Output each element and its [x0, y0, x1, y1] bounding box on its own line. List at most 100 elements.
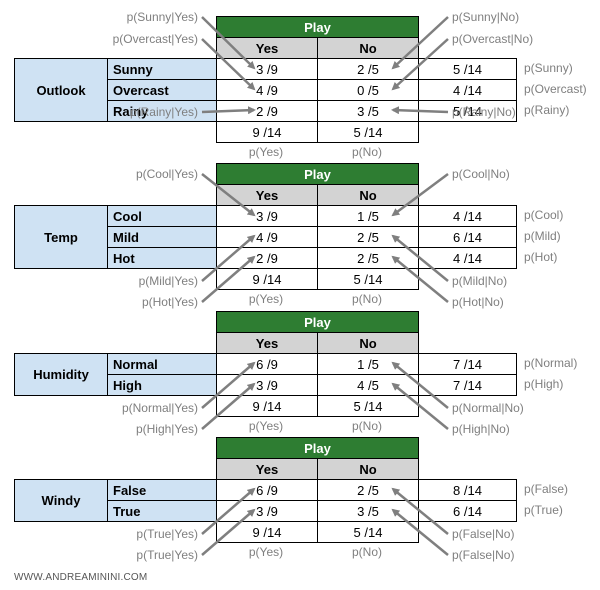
sum-no: 5 /14 — [317, 521, 419, 543]
column-header-no: No — [317, 184, 419, 206]
prior-probability-label: p(Overcast) — [524, 82, 587, 96]
count-total: 4 /14 — [418, 79, 517, 101]
sum-no: 5 /14 — [317, 121, 419, 143]
column-header-yes: Yes — [216, 37, 318, 59]
conditional-label-no: p(Sunny|No) — [452, 10, 520, 24]
sum-yes: 9 /14 — [216, 521, 318, 543]
conditional-label-yes: p(Sunny|Yes) — [126, 10, 198, 24]
conditional-label-no: p(Cool|No) — [452, 167, 510, 181]
count-yes: 3 /9 — [216, 205, 318, 227]
sum-yes: 9 /14 — [216, 121, 318, 143]
attribute-value: Cool — [107, 205, 217, 227]
conditional-label-yes: p(Rainy|Yes) — [129, 105, 198, 119]
count-yes: 4 /9 — [216, 79, 318, 101]
attribute-value: True — [107, 500, 217, 522]
prior-probability-label: p(Hot) — [524, 250, 558, 264]
p-no-label: p(No) — [351, 545, 382, 559]
conditional-label-yes: p(Mild|Yes) — [138, 274, 198, 288]
count-no: 1 /5 — [317, 353, 419, 375]
conditional-label-no: p(Normal|No) — [452, 401, 524, 415]
play-header: Play — [216, 437, 419, 459]
p-yes-label: p(Yes) — [248, 145, 284, 159]
prior-probability-label: p(Cool) — [524, 208, 564, 222]
prior-probability-label: p(True) — [524, 503, 563, 517]
conditional-label-yes: p(Hot|Yes) — [141, 295, 198, 309]
count-yes: 6 /9 — [216, 479, 318, 501]
conditional-label-yes: p(High|Yes) — [135, 422, 198, 436]
conditional-label-yes: p(Overcast|Yes) — [112, 32, 198, 46]
count-total: 6 /14 — [418, 226, 517, 248]
column-header-yes: Yes — [216, 332, 318, 354]
attribute-value: Hot — [107, 247, 217, 269]
prior-probability-label: p(False) — [524, 482, 569, 496]
p-no-label: p(No) — [351, 145, 382, 159]
column-header-yes: Yes — [216, 458, 318, 480]
conditional-label-yes: p(Cool|Yes) — [135, 167, 198, 181]
attribute-value: High — [107, 374, 217, 396]
count-total: 7 /14 — [418, 353, 517, 375]
count-total: 8 /14 — [418, 479, 517, 501]
count-total: 5 /14 — [418, 100, 517, 122]
watermark: WWW.ANDREAMININI.COM — [14, 572, 148, 583]
count-no: 4 /5 — [317, 374, 419, 396]
sum-no: 5 /14 — [317, 268, 419, 290]
conditional-label-no: p(Rainy|No) — [452, 105, 516, 119]
prior-probability-label: p(Normal) — [524, 356, 578, 370]
attribute-name: Temp — [14, 205, 108, 269]
count-total: 4 /14 — [418, 205, 517, 227]
conditional-label-no: p(False|No) — [452, 527, 515, 541]
conditional-label-yes: p(True|Yes) — [136, 527, 198, 541]
p-yes-label: p(Yes) — [248, 545, 284, 559]
p-no-label: p(No) — [351, 419, 382, 433]
p-no-label: p(No) — [351, 292, 382, 306]
count-no: 1 /5 — [317, 205, 419, 227]
count-no: 2 /5 — [317, 479, 419, 501]
sum-no: 5 /14 — [317, 395, 419, 417]
count-yes: 2 /9 — [216, 247, 318, 269]
attribute-name: Humidity — [14, 353, 108, 396]
column-header-no: No — [317, 458, 419, 480]
p-yes-label: p(Yes) — [248, 419, 284, 433]
count-total: 6 /14 — [418, 500, 517, 522]
count-yes: 6 /9 — [216, 353, 318, 375]
column-header-yes: Yes — [216, 184, 318, 206]
attribute-value: Mild — [107, 226, 217, 248]
attribute-value: Sunny — [107, 58, 217, 80]
p-yes-label: p(Yes) — [248, 292, 284, 306]
attribute-name: Windy — [14, 479, 108, 522]
prior-probability-label: p(Rainy) — [524, 103, 570, 117]
prior-probability-label: p(High) — [524, 377, 564, 391]
count-total: 7 /14 — [418, 374, 517, 396]
column-header-no: No — [317, 37, 419, 59]
count-yes: 4 /9 — [216, 226, 318, 248]
count-yes: 3 /9 — [216, 58, 318, 80]
conditional-label-no: p(False|No) — [452, 548, 515, 562]
sum-yes: 9 /14 — [216, 268, 318, 290]
conditional-label-yes: p(Normal|Yes) — [121, 401, 198, 415]
count-yes: 2 /9 — [216, 100, 318, 122]
attribute-value: Overcast — [107, 79, 217, 101]
count-yes: 3 /9 — [216, 374, 318, 396]
count-total: 5 /14 — [418, 58, 517, 80]
count-no: 3 /5 — [317, 500, 419, 522]
count-no: 0 /5 — [317, 79, 419, 101]
conditional-label-no: p(Hot|No) — [452, 295, 504, 309]
count-no: 3 /5 — [317, 100, 419, 122]
attribute-value: False — [107, 479, 217, 501]
count-no: 2 /5 — [317, 247, 419, 269]
conditional-label-no: p(Overcast|No) — [452, 32, 534, 46]
conditional-label-no: p(Mild|No) — [452, 274, 508, 288]
count-total: 4 /14 — [418, 247, 517, 269]
column-header-no: No — [317, 332, 419, 354]
count-no: 2 /5 — [317, 226, 419, 248]
attribute-value: Normal — [107, 353, 217, 375]
prior-probability-label: p(Sunny) — [524, 61, 573, 75]
play-header: Play — [216, 163, 419, 185]
sum-yes: 9 /14 — [216, 395, 318, 417]
count-yes: 3 /9 — [216, 500, 318, 522]
prior-probability-label: p(Mild) — [524, 229, 561, 243]
attribute-value: Rainy — [107, 100, 217, 122]
play-header: Play — [216, 16, 419, 38]
conditional-label-yes: p(True|Yes) — [136, 548, 198, 562]
conditional-label-no: p(High|No) — [452, 422, 510, 436]
